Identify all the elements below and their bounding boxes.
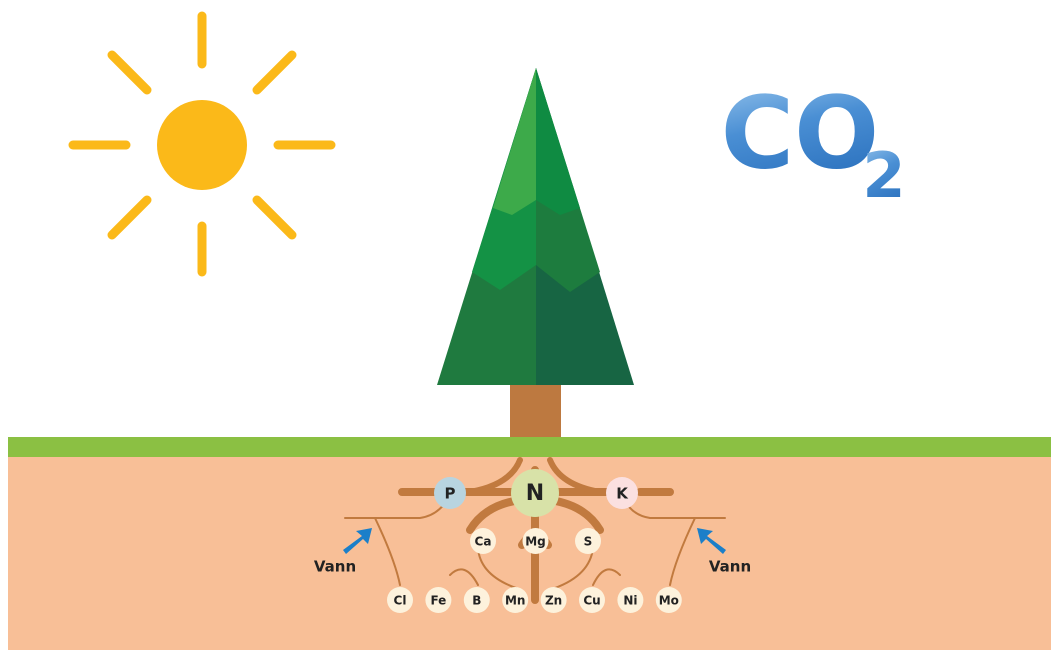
nutrient-label: B	[472, 594, 481, 608]
nutrient-label: Zn	[545, 594, 562, 608]
nutrient-circle	[511, 469, 559, 517]
nutrient-circle	[540, 587, 567, 613]
nutrient-circle	[579, 587, 605, 613]
nutrient-label: Ca	[475, 535, 492, 549]
nutrient-circle	[470, 528, 496, 554]
tree	[437, 68, 634, 439]
nutrient-circle	[463, 587, 490, 613]
nutrient-label: S	[584, 535, 593, 549]
nutrient-label: K	[616, 485, 629, 503]
co2: CO 2	[721, 74, 906, 212]
water-label: Vann	[709, 558, 751, 576]
nutrient-circle	[655, 587, 682, 613]
nutrient-label: Mg	[525, 535, 546, 549]
nutrient-label: N	[526, 481, 544, 506]
nutrient-circle	[434, 477, 466, 509]
sun	[68, 11, 336, 277]
primary-nutrients: P N K	[434, 469, 638, 517]
water: Vann Vann	[314, 528, 751, 576]
nutrient-label: Mn	[505, 594, 525, 608]
nutrient-circle	[387, 587, 413, 613]
nutrient-label: Fe	[430, 594, 446, 608]
nutrient-label: Ni	[623, 594, 637, 608]
micro-nutrients: Cl Fe B Mn Zn Cu Ni Mo	[387, 587, 682, 613]
grass	[8, 437, 1051, 457]
nutrient-label: Mo	[659, 594, 679, 608]
nutrient-label: P	[445, 485, 456, 503]
nutrient-circle	[502, 587, 529, 613]
secondary-nutrients: Ca Mg S	[470, 528, 601, 554]
nutrient-circle	[425, 587, 452, 613]
co2-formula: CO	[721, 74, 879, 191]
nutrient-circle	[617, 587, 644, 613]
nutrient-circle	[606, 477, 638, 509]
water-label: Vann	[314, 558, 356, 576]
nutrient-circle	[522, 528, 549, 554]
nutrient-circle	[575, 528, 601, 554]
nutrient-label: Cu	[583, 594, 600, 608]
co2-subscript: 2	[862, 139, 905, 212]
nutrient-label: Cl	[394, 594, 407, 608]
